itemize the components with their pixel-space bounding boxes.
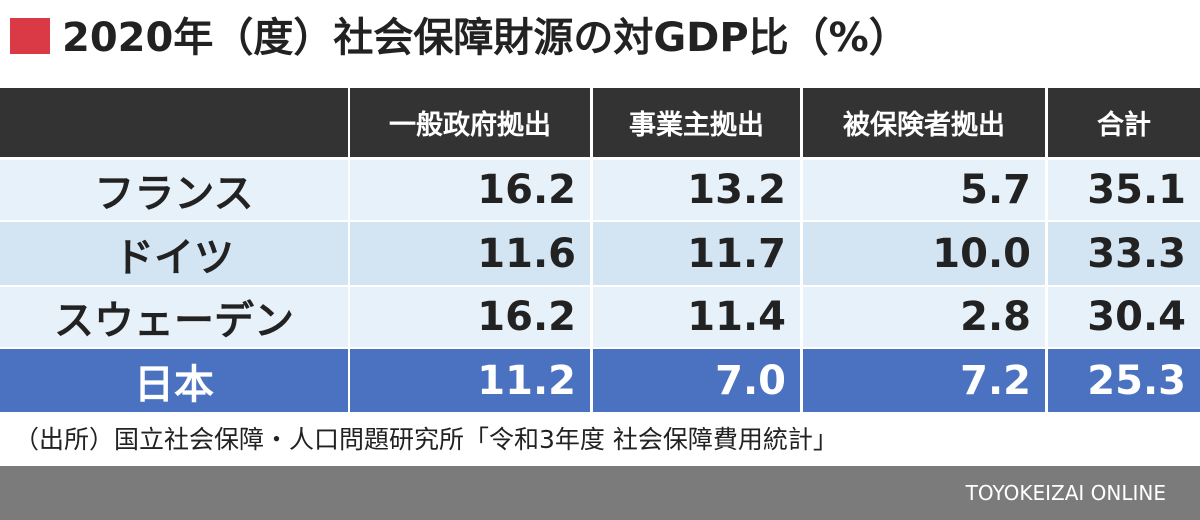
value-cell: 11.4 [593,287,800,347]
value-cell: 7.2 [803,349,1045,412]
row-label: フランス [0,160,348,220]
column-header: 一般政府拠出 [350,88,590,157]
brand: TOYOKEIZAI ONLINE [965,481,1166,505]
value-cell: 13.2 [593,160,800,220]
title-marker [10,18,50,54]
row-label: ドイツ [0,222,348,285]
footer-bar [0,466,1200,520]
value-cell: 11.2 [350,349,590,412]
column-header: 事業主拠出 [593,88,800,157]
value-cell: 11.7 [593,222,800,285]
value-cell: 7.0 [593,349,800,412]
value-cell: 11.6 [350,222,590,285]
source-note: （出所）国立社会保障・人口問題研究所「令和3年度 社会保障費用統計」 [14,425,838,454]
value-cell: 10.0 [803,222,1045,285]
value-cell: 2.8 [803,287,1045,347]
value-cell: 35.1 [1048,160,1200,220]
column-header: 被保険者拠出 [803,88,1045,157]
value-cell: 33.3 [1048,222,1200,285]
value-cell: 30.4 [1048,287,1200,347]
value-cell: 5.7 [803,160,1045,220]
row-label: 日本 [0,349,348,412]
column-header: 合計 [1048,88,1200,157]
header-cell [0,88,348,157]
value-cell: 16.2 [350,287,590,347]
value-cell: 16.2 [350,160,590,220]
row-label: スウェーデン [0,287,348,347]
value-cell: 25.3 [1048,349,1200,412]
title: 2020年（度）社会保障財源の対GDP比（%） [62,15,909,61]
